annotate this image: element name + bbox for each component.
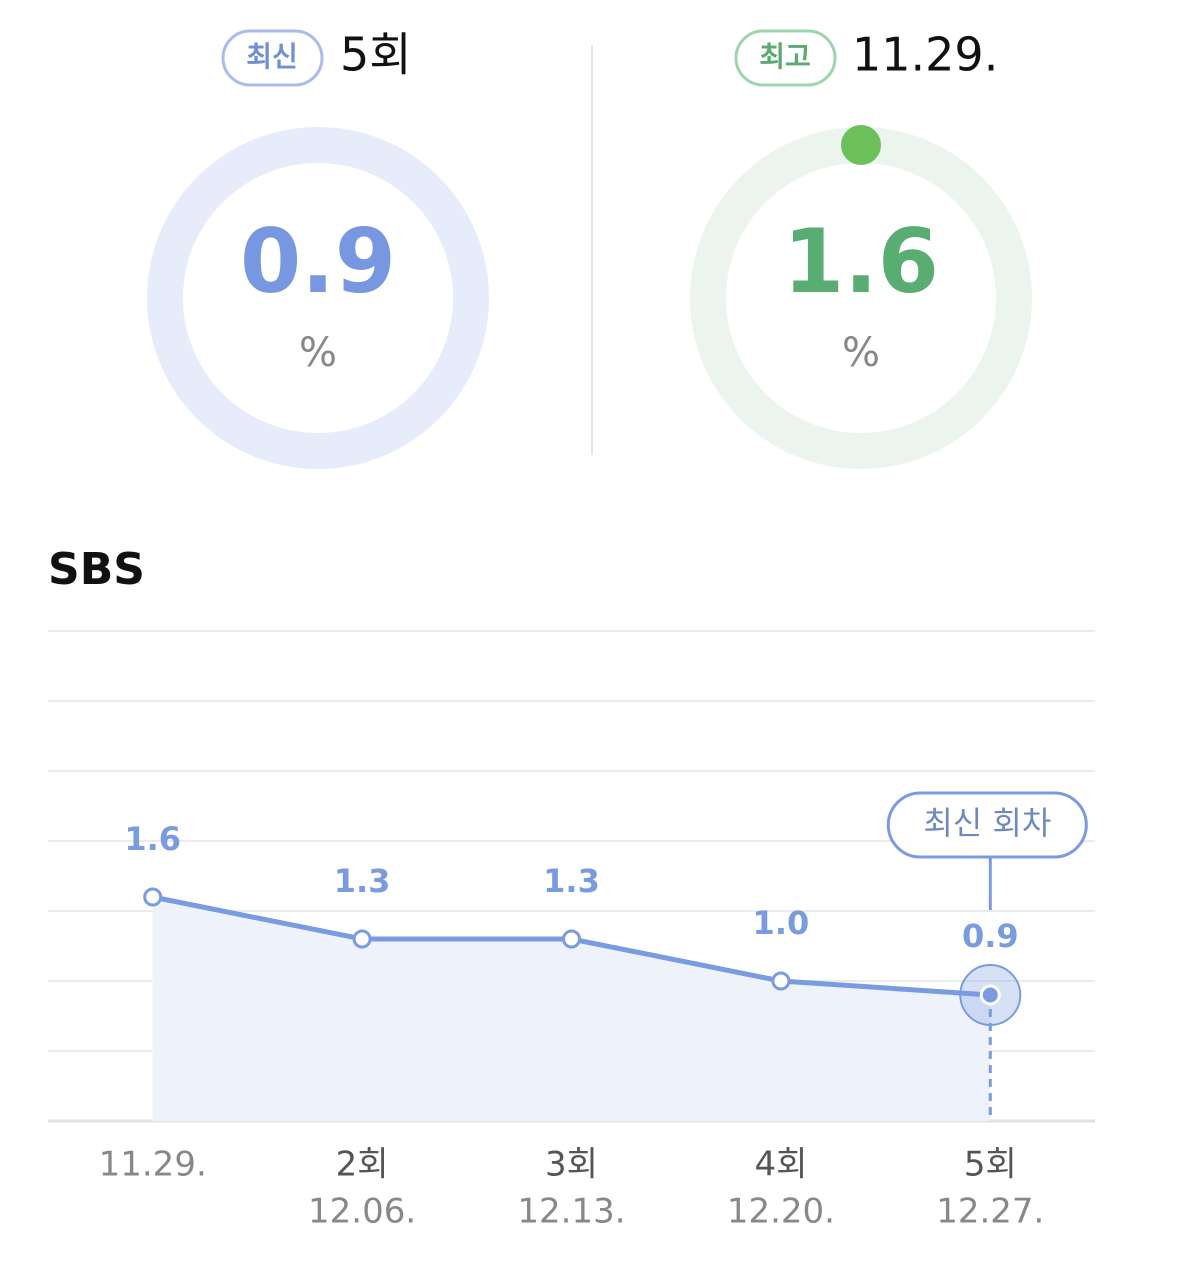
data-label: 1.3 [543, 862, 600, 900]
best-label: 11.29. [852, 28, 998, 82]
x-tick-label: 12.20. [727, 1192, 835, 1232]
x-tick-label: 12.06. [308, 1192, 416, 1232]
x-tick-label: 4회 [754, 1145, 807, 1185]
point [352, 929, 372, 949]
x-tick-label: 11.29. [99, 1145, 207, 1185]
latest-value: 0.9 [240, 210, 396, 313]
x-tick-label: 3회 [545, 1145, 598, 1185]
point [979, 984, 1001, 1006]
data-label: 1.3 [334, 862, 391, 900]
best-value: 1.6 [783, 210, 939, 313]
data-label: 0.9 [962, 917, 1019, 955]
latest-label: 5회 [340, 28, 412, 82]
x-tick-label: 12.27. [936, 1192, 1044, 1232]
chart-title: SBS [48, 544, 145, 595]
unit: % [299, 330, 337, 376]
x-tick-label: 5회 [964, 1145, 1017, 1185]
data-label: 1.6 [124, 820, 181, 858]
point [562, 929, 581, 949]
point [143, 887, 163, 907]
x-tick-label: 2회 [336, 1145, 389, 1185]
data-label: 1.0 [753, 904, 810, 942]
callout [886, 791, 1088, 859]
gauge-ring [147, 127, 489, 469]
point [771, 971, 791, 991]
badge [221, 29, 324, 87]
callout-text: 최신 회차 [923, 804, 1051, 842]
gauge-dot [841, 125, 881, 165]
badge-text: 최신 [246, 40, 298, 73]
unit: % [842, 330, 880, 376]
x-tick-label: 12.13. [517, 1192, 625, 1232]
badge-text: 최고 [759, 40, 811, 73]
area [152, 897, 991, 1121]
badge [734, 29, 837, 87]
